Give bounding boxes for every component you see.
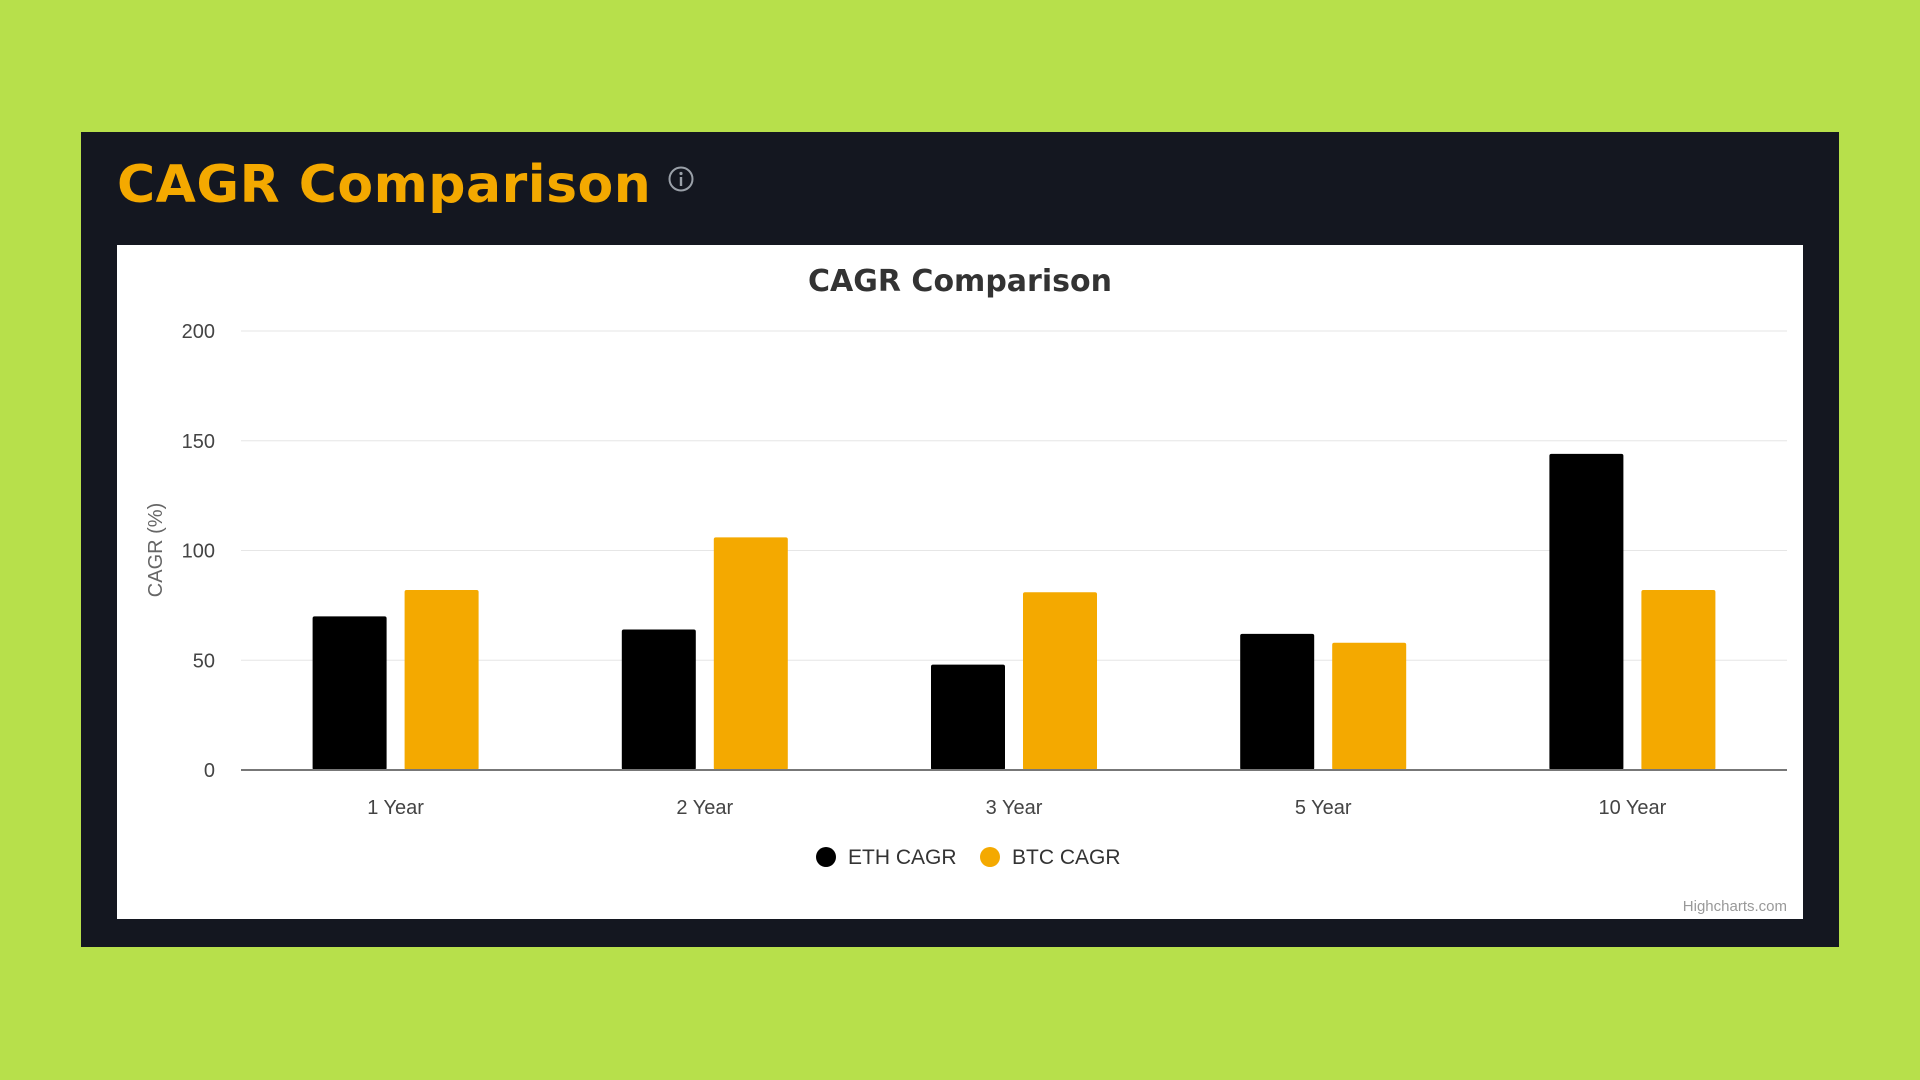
panel-title: CAGR Comparison [117,155,652,215]
legend-label: BTC CAGR [1012,846,1121,869]
credits-link[interactable]: Highcharts.com [1683,898,1787,915]
legend-label: ETH CAGR [848,846,957,869]
bar-eth-cagr-3-year[interactable] [931,664,1005,770]
bar-btc-cagr-3-year[interactable] [1023,592,1097,770]
y-tick-label: 50 [193,650,215,672]
bar-eth-cagr-5-year[interactable] [1240,633,1315,770]
y-tick-label: 150 [182,431,215,453]
y-axis-title: CAGR (%) [145,503,167,597]
x-tick-label: 5 Year [1295,797,1352,819]
bar-eth-cagr-2-year[interactable] [621,629,696,770]
panel-header: CAGR Comparison [117,150,695,220]
legend-item-eth-cagr[interactable]: ETH CAGR [816,846,957,869]
info-icon[interactable] [667,165,695,193]
cagr-panel: CAGR Comparison CAGR Comparison 0 50 100 15… [81,132,1839,947]
x-tick-label: 1 Year [367,797,424,819]
x-tick-label: 2 Year [676,797,733,819]
legend-marker [980,847,1000,867]
legend-marker [816,847,836,867]
y-tick-label: 100 [182,541,215,563]
chart-title: CAGR Comparison [808,264,1112,299]
legend-item-btc-cagr[interactable]: BTC CAGR [980,846,1121,869]
x-tick-label: 3 Year [986,797,1043,819]
bar-btc-cagr-2-year[interactable] [713,537,788,770]
cagr-chart: CAGR Comparison 0 50 100 150 200 1 Year 2 Year… [145,264,1787,915]
chart-card: CAGR Comparison 0 50 100 150 200 1 Year 2 Year… [117,245,1803,919]
bar-btc-cagr-5-year[interactable] [1332,642,1407,770]
bar-eth-cagr-10-year[interactable] [1549,453,1624,770]
y-tick-label: 200 [182,321,215,343]
bar-btc-cagr-10-year[interactable] [1641,590,1716,770]
x-tick-label: 10 Year [1598,797,1666,819]
bar-eth-cagr-1-year[interactable] [312,616,387,770]
bar-btc-cagr-1-year[interactable] [404,590,479,770]
y-tick-label: 0 [204,760,215,782]
